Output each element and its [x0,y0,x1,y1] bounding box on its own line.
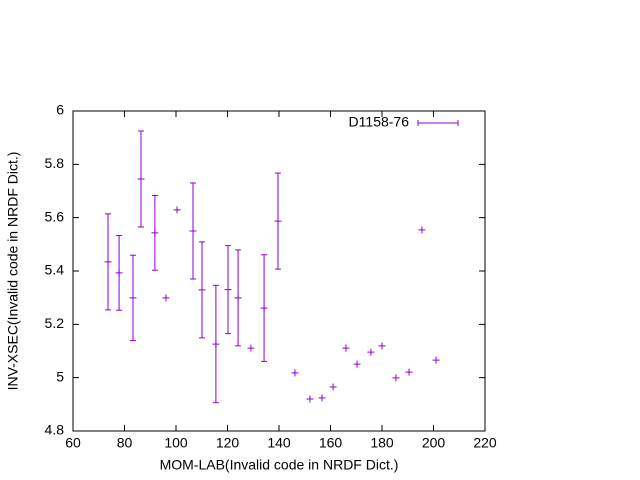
point [224,286,232,294]
x-tick-label: 120 [216,435,240,451]
x-tick-label: 160 [319,435,343,451]
point [306,395,314,403]
point [247,344,255,352]
point [274,217,282,225]
point [234,294,242,302]
x-tick-label: 140 [267,435,291,451]
x-tick-label: 200 [422,435,446,451]
point [260,304,268,312]
x-tick-label: 80 [117,435,133,451]
point [129,294,137,302]
y-tick-label: 5.2 [45,315,65,331]
point [291,369,299,377]
point [367,348,375,356]
y-tick-label: 5 [56,368,64,384]
point [151,229,159,237]
point [198,286,206,294]
point [378,342,386,350]
point [432,356,440,364]
legend-swatch [417,120,459,126]
y-tick-label: 5.6 [45,208,65,224]
point [115,269,123,277]
point [418,226,426,234]
point [137,175,145,183]
x-tick-label: 60 [65,435,81,451]
y-axis-label: INV-XSEC(Invalid code in NRDF Dict.) [5,152,21,391]
point [329,383,337,391]
x-tick-label: 220 [473,435,497,451]
point [162,294,170,302]
point [318,394,326,402]
x-axis-label: MOM-LAB(Invalid code in NRDF Dict.) [160,457,399,473]
plot-frame [72,110,486,432]
y-tick-label: 5.4 [45,262,65,278]
point [212,340,220,348]
y-tick-label: 5.8 [45,155,65,171]
legend-label: D1158-76 [349,114,410,130]
point [189,227,197,235]
point [405,368,413,376]
y-tick-label: 6 [56,102,64,118]
point [392,374,400,382]
point [104,258,112,266]
x-tick-label: 100 [164,435,188,451]
y-tick-label: 4.8 [45,422,65,438]
point [353,360,361,368]
point [342,344,350,352]
point [173,206,181,214]
x-tick-label: 180 [370,435,394,451]
